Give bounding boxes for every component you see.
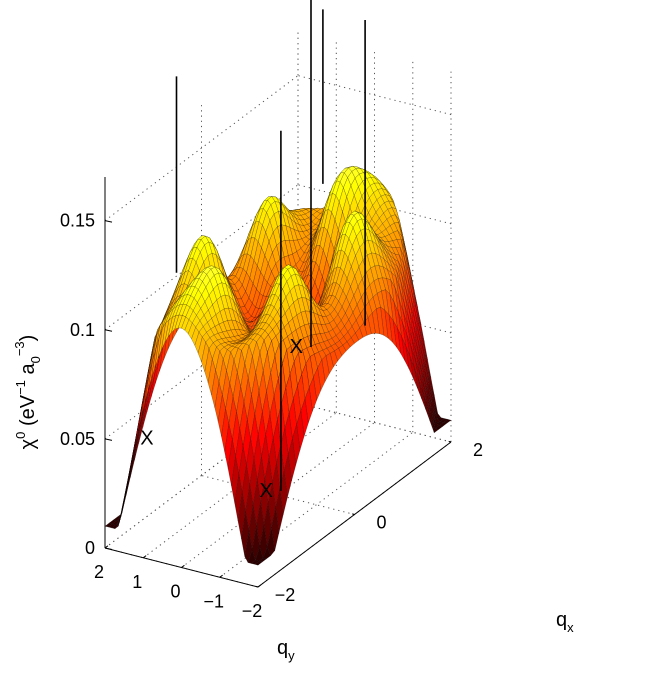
- y-axis-label: qy: [277, 637, 295, 663]
- back-wall-grid-line: [104, 293, 299, 440]
- back-wall-grid-line: [104, 75, 299, 221]
- y-tick-label: −1: [204, 591, 225, 611]
- y-tick-label: 2: [94, 562, 104, 582]
- back-wall-grid-line: [104, 402, 299, 549]
- x-tick-label: 0: [376, 513, 386, 533]
- z-tick-label: 0.05: [60, 429, 95, 449]
- back-wall-grid-line: [297, 75, 452, 116]
- annotations: X X X: [140, 336, 303, 502]
- z-tick-mark: [104, 220, 113, 223]
- x-axis-label: qx: [556, 609, 574, 635]
- floor-grid-line: [219, 431, 414, 578]
- z-tick-label: 0: [85, 538, 95, 558]
- z-tick-label: 0.15: [60, 211, 95, 231]
- x-tick-mark: [448, 440, 452, 443]
- y-tick-label: 0: [170, 582, 180, 602]
- y-tick-mark: [181, 564, 185, 568]
- x-tick-label: −2: [275, 585, 296, 605]
- z-tick-mark: [104, 547, 113, 550]
- z-tick-mark: [104, 438, 113, 441]
- tick-labels: 2 1 0 −1 −2 −2 0 2 0 0.05 0.1 0.15: [60, 211, 483, 621]
- x-tick-label: 2: [473, 440, 483, 460]
- y-tick-label: 1: [132, 572, 142, 592]
- x-tick-mark: [352, 513, 355, 515]
- surface-plot: [104, 166, 452, 566]
- annotation-label: X: [290, 336, 303, 358]
- y-tick-label: −2: [242, 601, 263, 621]
- y-tick-mark: [257, 584, 262, 588]
- back-wall-grid-line: [297, 402, 452, 443]
- annotation-label: X: [260, 480, 273, 502]
- axes: [104, 177, 452, 588]
- x-tick-mark: [255, 585, 259, 588]
- z-axis-label: χ0 (eV−1 a0−3): [12, 335, 43, 450]
- y-tick-mark: [142, 555, 147, 559]
- annotation-label: X: [140, 428, 153, 450]
- surface-patch: [254, 561, 263, 566]
- y-tick-mark: [219, 574, 223, 578]
- z-tick-label: 0.1: [70, 320, 95, 340]
- point-markers: [175, 0, 366, 491]
- z-tick-mark: [104, 329, 113, 332]
